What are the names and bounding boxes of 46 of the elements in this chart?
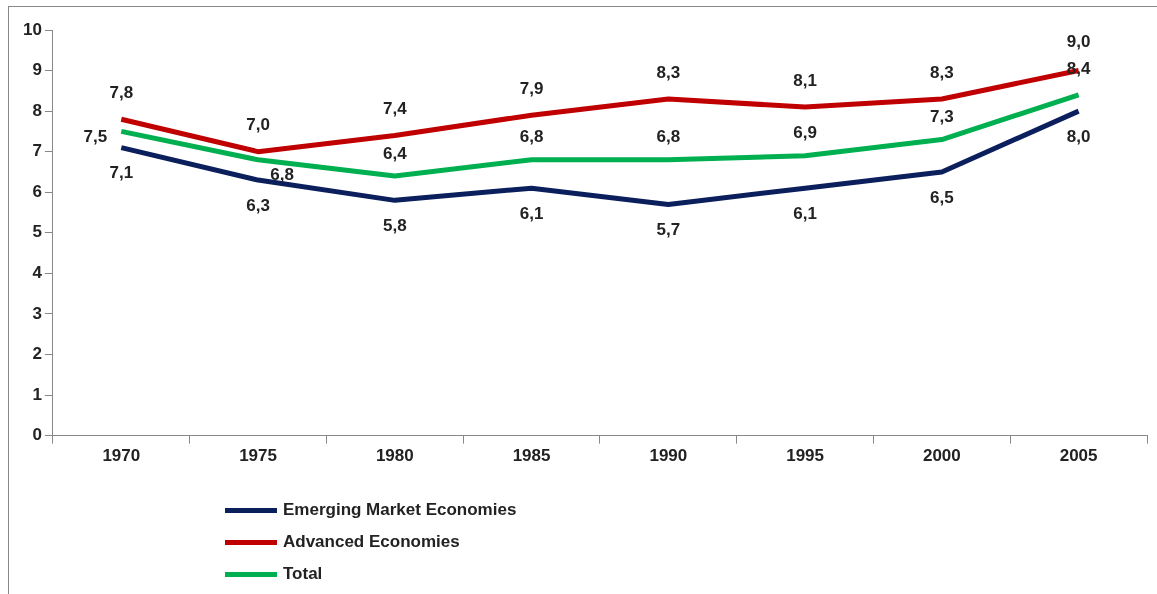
y-tick-label: 0 — [32, 425, 42, 445]
y-tick-label: 9 — [32, 60, 42, 80]
data-label: 7,8 — [109, 82, 134, 102]
data-label: 8,3 — [930, 62, 954, 82]
data-label: 9,0 — [1066, 32, 1091, 52]
x-tick-label: 2000 — [922, 446, 961, 466]
data-label: 6,1 — [793, 203, 817, 223]
x-tick-label: 2005 — [1059, 446, 1098, 466]
data-label: 7,9 — [519, 78, 544, 98]
data-label: 7,3 — [930, 107, 954, 127]
x-tick-label: 1995 — [786, 446, 825, 466]
data-label: 7,1 — [109, 163, 134, 183]
data-label: 6,5 — [930, 187, 954, 207]
x-tick-label: 1985 — [512, 446, 551, 466]
x-tick-label: 1990 — [649, 446, 688, 466]
data-label: 5,7 — [656, 220, 681, 240]
data-label: 6,1 — [519, 203, 544, 223]
data-label: 5,8 — [382, 216, 407, 236]
data-label: 8,3 — [656, 62, 681, 82]
y-tick-label: 1 — [32, 384, 42, 404]
legend-label: Advanced Economies — [283, 532, 460, 552]
y-tick-label: 6 — [32, 181, 42, 201]
y-tick-label: 2 — [32, 344, 42, 364]
data-label: 6,3 — [246, 195, 270, 215]
y-tick-label: 10 — [22, 19, 42, 39]
data-label: 8,0 — [1066, 126, 1091, 146]
data-label: 8,4 — [1066, 58, 1091, 78]
data-label: 6,9 — [793, 123, 817, 143]
y-tick-label: 4 — [32, 263, 43, 283]
y-tick-label: 5 — [32, 222, 42, 242]
y-tick-label: 3 — [32, 303, 42, 323]
data-label: 8,1 — [793, 70, 817, 90]
data-label: 6,8 — [270, 165, 294, 185]
legend-label: Emerging Market Economies — [283, 500, 517, 520]
y-tick-label: 7 — [32, 141, 42, 161]
y-tick-label: 8 — [32, 100, 42, 120]
data-label: 6,8 — [656, 127, 681, 147]
legend-label: Total — [283, 564, 323, 584]
data-label: 6,4 — [382, 143, 408, 163]
x-tick-label: 1970 — [102, 446, 141, 466]
data-label: 7,0 — [246, 115, 270, 135]
x-tick-label: 1980 — [375, 446, 414, 466]
data-label: 6,8 — [519, 127, 544, 147]
x-tick-label: 1975 — [239, 446, 277, 466]
data-label: 7,4 — [382, 99, 408, 119]
data-label: 7,5 — [83, 127, 108, 147]
